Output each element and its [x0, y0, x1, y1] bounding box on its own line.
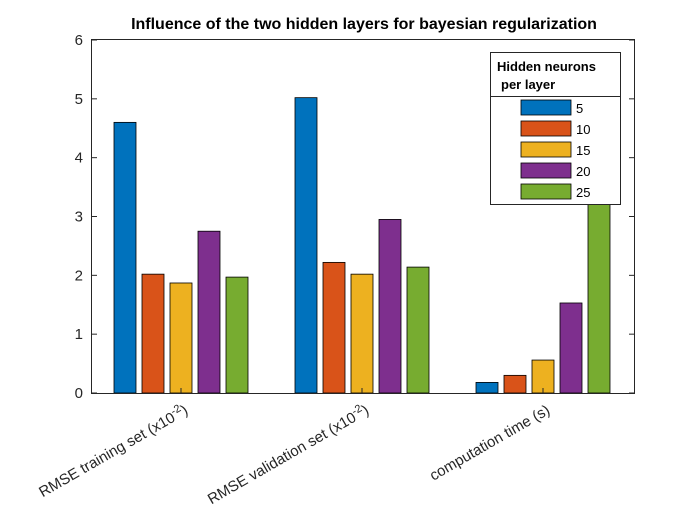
legend-title-line1: Hidden neurons: [497, 59, 596, 74]
y-tick-label: 5: [75, 91, 83, 108]
legend-swatch-15: [520, 141, 572, 158]
y-tick-label: 0: [75, 385, 83, 402]
y-tick-label: 4: [75, 150, 83, 167]
chart-title: Influence of the two hidden layers for b…: [131, 16, 597, 33]
legend-label-20: 20: [576, 164, 590, 179]
bar-20-cat3: [559, 302, 583, 394]
legend-title-line2: per layer: [501, 77, 555, 92]
bar-10-cat3: [503, 374, 527, 394]
y-tick-label: 3: [75, 209, 83, 226]
legend-label-25: 25: [576, 185, 590, 200]
bar-25-cat1: [225, 276, 249, 394]
bar-5-cat3: [475, 382, 499, 394]
bar-15-cat1: [169, 282, 193, 394]
bar-20-cat2: [378, 219, 402, 394]
legend-swatch-25: [520, 183, 572, 200]
x-axis: RMSE training set (x10-2) RMSE validation…: [35, 388, 553, 508]
bar-5-cat1: [113, 121, 137, 394]
plot-frame: [91, 39, 635, 394]
y-tick-label: 1: [75, 326, 83, 343]
legend-label-10: 10: [576, 122, 590, 137]
x-tick-label-1: RMSE training set (x10-2): [35, 400, 191, 501]
bar-10-cat1: [141, 273, 165, 394]
legend: Hidden neurons per layer 5 10 15 20 25: [490, 52, 621, 205]
legend-swatch-5: [520, 99, 572, 116]
bar-25-cat3: [587, 198, 611, 394]
bar-25-cat2: [406, 266, 430, 394]
x-tick-label-2: RMSE validation set (x10-2): [204, 400, 372, 508]
bar-10-cat2: [322, 261, 346, 394]
legend-items: 5 10 15 20 25: [520, 99, 590, 200]
bar-5-cat2: [294, 97, 318, 394]
bar-15-cat2: [350, 273, 374, 394]
y-axis: 0 1 2 3 4 5 6: [75, 32, 634, 402]
y-tick-label: 6: [75, 32, 83, 49]
legend-swatch-20: [520, 162, 572, 179]
bar-20-cat1: [197, 230, 221, 394]
x-tick-label-3: computation time (s): [427, 402, 553, 485]
legend-swatch-10: [520, 120, 572, 137]
bars-group: [113, 97, 611, 394]
y-tick-label: 2: [75, 267, 83, 284]
legend-label-5: 5: [576, 101, 583, 116]
legend-label-15: 15: [576, 143, 590, 158]
